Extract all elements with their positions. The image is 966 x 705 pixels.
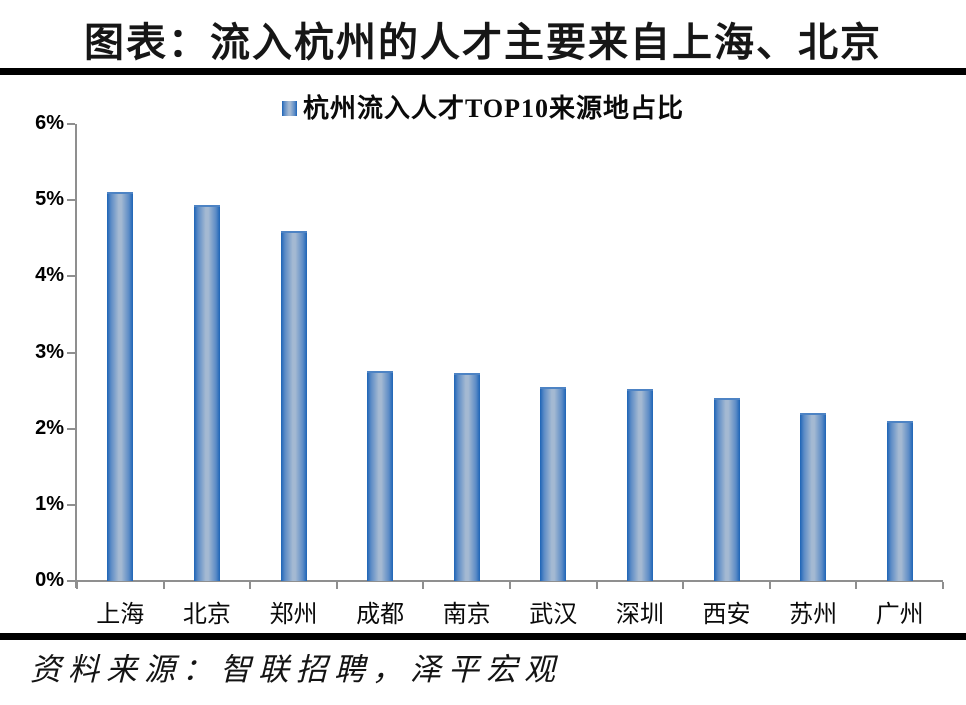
- y-axis-line: [75, 124, 77, 588]
- y-axis-tick-label: 6%: [35, 112, 64, 134]
- x-axis-tick: [422, 582, 425, 589]
- y-axis-tick: [67, 427, 75, 430]
- x-axis-tick: [249, 582, 252, 589]
- bar: [107, 191, 134, 581]
- bar: [540, 386, 567, 581]
- x-axis-tick: [595, 582, 598, 589]
- bottom-divider: [0, 633, 966, 640]
- x-axis-tick: [76, 582, 78, 589]
- bar: [453, 373, 480, 581]
- bar-chart-plot-area: 0% 1% 2% 3% 4% 5% 6% 上海 北京 郑州 成都 南京 武汉 深圳 西安 苏州 广州: [35, 112, 944, 628]
- bar: [367, 370, 394, 581]
- x-axis-line: [75, 580, 943, 582]
- x-axis-category-label: 郑州: [269, 602, 318, 628]
- x-axis-tick: [682, 582, 685, 589]
- x-axis-category-label: 北京: [182, 602, 231, 628]
- y-axis-tick: [67, 503, 75, 506]
- x-axis-category-label: 广州: [875, 602, 924, 628]
- legend-swatch-icon: [282, 100, 297, 116]
- y-axis-tick-label: 2%: [35, 416, 64, 439]
- x-axis-category-label: 苏州: [789, 602, 838, 628]
- legend-label: 杭州流入人才TOP10来源地占比: [303, 94, 684, 123]
- source-note: 资料来源：智联招聘，泽平宏观: [30, 652, 562, 687]
- bar: [193, 205, 220, 581]
- y-axis-tick: [67, 199, 75, 202]
- bar: [713, 398, 740, 581]
- x-axis-tick: [509, 582, 511, 589]
- top-divider: [0, 68, 966, 75]
- y-axis-tick-label: 4%: [35, 264, 64, 287]
- y-axis-tick-label: 3%: [35, 340, 64, 363]
- bar: [886, 421, 913, 581]
- x-axis-category-label: 深圳: [615, 602, 664, 628]
- x-axis-category-label: 西安: [702, 602, 751, 628]
- x-axis-tick: [768, 582, 771, 589]
- bar: [626, 389, 653, 581]
- x-axis-category-label: 武汉: [529, 602, 578, 628]
- x-axis-category-label: 南京: [442, 602, 491, 628]
- x-axis-tick: [335, 582, 338, 589]
- x-axis-category-label: 成都: [356, 602, 405, 628]
- x-axis-tick: [942, 582, 944, 589]
- x-axis-tick: [855, 582, 858, 589]
- chart-legend: 杭州流入人才TOP10来源地占比: [0, 88, 966, 125]
- figure-title: 图表：流入杭州的人才主要来自上海、北京: [84, 20, 882, 65]
- bar: [800, 413, 827, 581]
- y-axis-tick: [67, 123, 75, 125]
- y-axis-tick-label: 1%: [35, 492, 64, 515]
- y-axis-tick: [67, 351, 75, 354]
- x-axis-category-label: 上海: [96, 602, 145, 628]
- x-axis-tick: [162, 582, 165, 589]
- y-axis-tick-label: 5%: [35, 188, 64, 211]
- y-axis-tick-label: 0%: [35, 569, 64, 591]
- bar: [280, 230, 307, 581]
- y-axis-tick: [67, 275, 75, 278]
- y-axis-tick: [67, 580, 75, 582]
